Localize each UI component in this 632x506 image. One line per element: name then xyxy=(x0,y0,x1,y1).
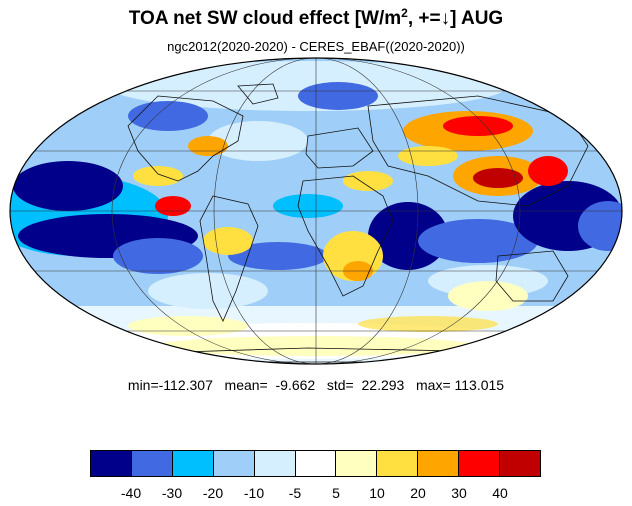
field-patch xyxy=(108,61,508,111)
colorbar-segment xyxy=(459,451,501,476)
europe-outline xyxy=(305,127,374,169)
field-patch xyxy=(188,136,228,156)
title-tail: , +=↓] AUG xyxy=(407,8,504,29)
field-patch xyxy=(443,116,513,136)
field-patch xyxy=(398,146,458,166)
colorbar xyxy=(90,450,541,477)
colorbar-segment xyxy=(336,451,378,476)
field-patch xyxy=(203,227,253,255)
colorbar-tick-label: -40 xyxy=(120,485,142,501)
field-patch xyxy=(273,194,343,218)
field-patch xyxy=(128,316,248,336)
colorbar-segment xyxy=(213,451,255,476)
field-patch xyxy=(128,101,208,131)
colorbar-tick-label: 30 xyxy=(451,485,467,501)
north-america-outline xyxy=(127,95,244,182)
field-patch xyxy=(113,238,203,274)
meridian-line xyxy=(111,58,521,364)
colorbar-tick-label: 10 xyxy=(369,485,385,501)
field-patch xyxy=(155,196,191,216)
map-subtitle: ngc2012(2020-2020) - CERES_EBAF((2020-20… xyxy=(167,39,465,54)
south-america-outline xyxy=(199,195,259,322)
colorbar-segment xyxy=(295,451,337,476)
colorbar-segment xyxy=(91,451,132,476)
colorbar-tick-label: -10 xyxy=(243,485,265,501)
colorbar-segment xyxy=(500,451,540,476)
colorbar-segment xyxy=(172,451,214,476)
colorbar-segment xyxy=(377,451,419,476)
field-patch xyxy=(528,156,568,186)
greenland-outline xyxy=(237,83,279,105)
colorbar-segment xyxy=(418,451,460,476)
colorbar-tick-label: -30 xyxy=(161,485,183,501)
globe-outline xyxy=(9,57,623,365)
field-patch xyxy=(133,166,183,186)
colorbar-labels: -40 -30 -20 -10 -5 5 10 20 30 40 xyxy=(90,485,541,503)
colorbar-segment xyxy=(254,451,296,476)
field-patch xyxy=(343,171,393,191)
colorbar-tick-label: -20 xyxy=(202,485,224,501)
field-patch xyxy=(448,281,528,311)
meridian-line xyxy=(213,58,419,364)
colorbar-segment xyxy=(131,451,173,476)
field-patch xyxy=(228,242,328,270)
field-patch xyxy=(298,82,378,110)
statistics-line: min=-112.307 mean= -9.662 std= 22.293 ma… xyxy=(127,377,505,393)
field-patch xyxy=(578,201,622,251)
field-patch xyxy=(13,161,123,211)
field-patch xyxy=(418,219,538,263)
title-main: TOA net SW cloud effect [W/m xyxy=(128,8,402,29)
colorbar-tick-label: -5 xyxy=(288,485,302,501)
africa-outline xyxy=(297,175,394,297)
title-superscript: 2 xyxy=(401,6,408,20)
asia-outline xyxy=(367,95,589,207)
field-patch xyxy=(358,316,498,332)
australia-outline xyxy=(495,250,569,302)
mollweide-map xyxy=(9,57,623,365)
colorbar-tick-label: 5 xyxy=(332,485,340,501)
field-patch xyxy=(148,273,268,309)
field-patch xyxy=(473,168,523,188)
colorbar-tick-label: 40 xyxy=(492,485,508,501)
map-title: TOA net SW cloud effect [W/m2, +=↓] AUG xyxy=(0,6,632,30)
colorbar-tick-label: 20 xyxy=(410,485,426,501)
